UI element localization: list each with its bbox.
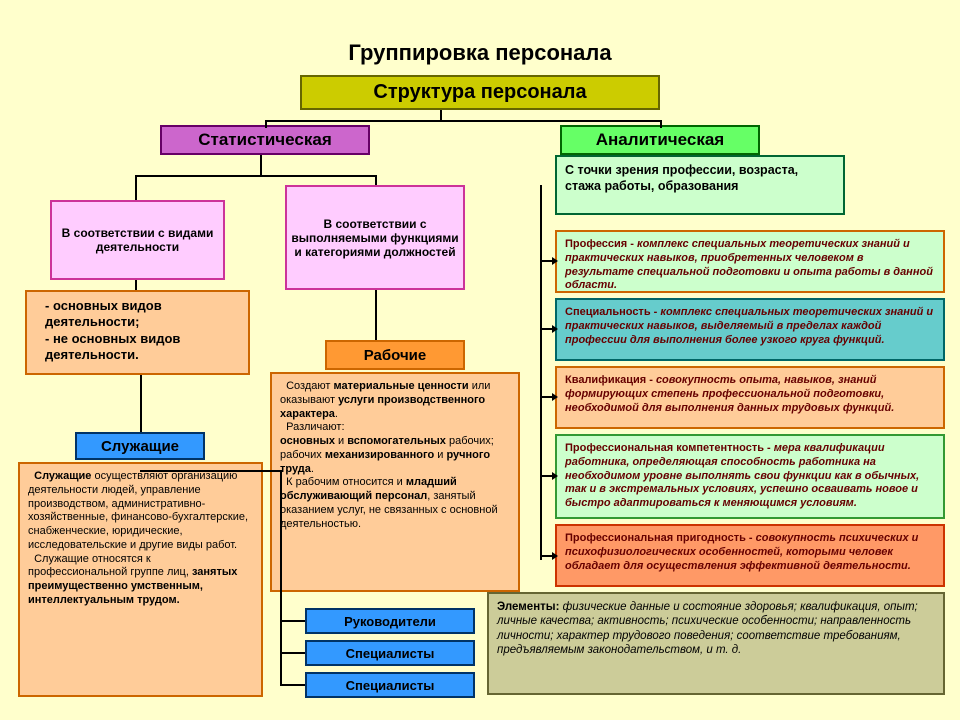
connector-line [135,175,137,200]
root-structure-box: Структура персонала [300,75,660,110]
connector-line [660,120,662,128]
connector-line [540,555,552,557]
connector-line [375,290,377,340]
connector-line [280,652,305,654]
stat-by-function: В соответствии с выполняемыми функциями … [285,185,465,290]
definition-box-3: Профессиональная компетентность - мера к… [555,434,945,519]
employees-description: Служащие осуществляют организацию деятел… [18,462,263,697]
definition-box-4: Профессиональная пригодность - совокупно… [555,524,945,587]
branch-statistical: Статистическая [160,125,370,155]
connector-line [265,120,660,122]
page-title: Группировка персонала [280,40,680,66]
role-managers: Руководители [305,608,475,634]
connector-line [375,175,377,185]
connector-line [540,185,542,560]
stat-by-activity-type: В соответствии с видами деятельности [50,200,225,280]
connector-line [265,120,267,128]
connector-line [540,396,552,398]
connector-line [260,155,262,175]
definition-box-1: Специальность - комплекс специальных тео… [555,298,945,361]
elements-box: Элементы: физические данные и состояние … [487,592,945,695]
activity-item: основных видов деятельности; [45,298,240,331]
branch-analytical: Аналитическая [560,125,760,155]
definition-box-0: Профессия - комплекс специальных теорети… [555,230,945,293]
activities-list: основных видов деятельности; не основных… [25,290,250,375]
activity-item: не основных видов деятельности. [45,331,240,364]
role-specialists-1: Специалисты [305,640,475,666]
connector-line [280,684,305,686]
connector-line [540,475,552,477]
connector-line [540,328,552,330]
connector-line [140,375,142,432]
employees-title: Служащие [75,432,205,460]
role-specialists-2: Специалисты [305,672,475,698]
definition-box-2: Квалификация - совокупность опыта, навык… [555,366,945,429]
connector-line [540,260,552,262]
analytical-criteria: С точки зрения профессии, возраста, стаж… [555,155,845,215]
connector-line [280,470,282,685]
connector-line [280,620,305,622]
connector-line [135,280,137,290]
workers-title: Рабочие [325,340,465,370]
connector-line [440,110,442,120]
connector-line [135,175,375,177]
connector-line [140,470,280,472]
workers-description: Создают материальные ценности или оказыв… [270,372,520,592]
